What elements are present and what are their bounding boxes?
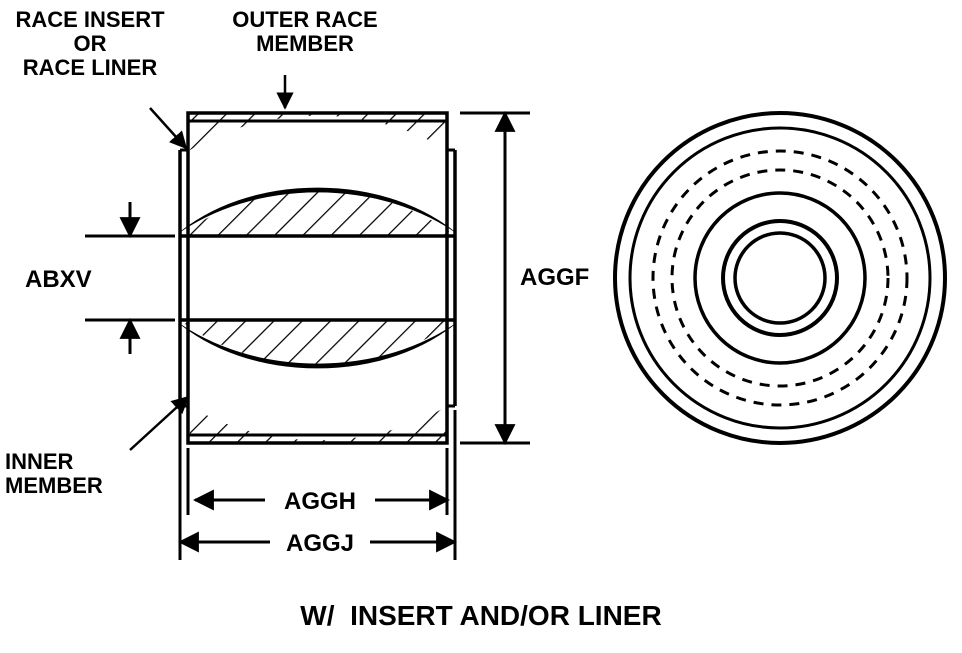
dim-aggj: AGGJ [270,530,370,558]
front-view [615,113,945,443]
label-inner-member: INNER MEMBER [5,450,125,498]
label-outer-race: OUTER RACE MEMBER [205,8,405,56]
dim-aggf: AGGF [520,264,589,292]
label-race-insert: RACE INSERT OR RACE LINER [0,8,180,81]
caption: W/ INSERT AND/OR LINER [0,600,962,632]
dim-aggh: AGGH [265,488,375,516]
side-view [175,113,460,443]
dim-abxv: ABXV [25,266,92,294]
